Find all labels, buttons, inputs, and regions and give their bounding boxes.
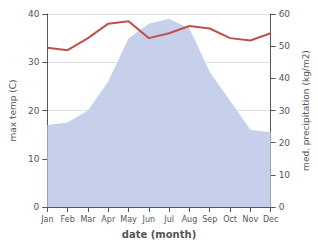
svg-text:20: 20: [279, 138, 291, 148]
svg-text:max temp (C): max temp (C): [8, 79, 18, 141]
svg-text:Feb: Feb: [61, 215, 75, 224]
svg-text:May: May: [120, 215, 137, 224]
svg-text:10: 10: [279, 170, 291, 180]
svg-text:10: 10: [28, 154, 40, 164]
svg-text:Apr: Apr: [101, 215, 116, 224]
svg-text:60: 60: [279, 9, 291, 19]
svg-text:30: 30: [28, 57, 40, 67]
svg-text:med. precipitation (kg/m2): med. precipitation (kg/m2): [301, 50, 311, 171]
svg-text:0: 0: [34, 202, 40, 212]
svg-text:Mar: Mar: [80, 215, 96, 224]
svg-text:Oct: Oct: [223, 215, 237, 224]
svg-text:Jan: Jan: [40, 215, 53, 224]
svg-text:Jul: Jul: [163, 215, 174, 224]
svg-text:40: 40: [279, 73, 291, 83]
svg-text:date (month): date (month): [122, 229, 196, 240]
svg-text:Nov: Nov: [243, 215, 259, 224]
svg-text:30: 30: [279, 106, 291, 116]
svg-text:Aug: Aug: [182, 215, 198, 224]
svg-text:40: 40: [28, 9, 40, 19]
svg-text:20: 20: [28, 106, 40, 116]
svg-text:50: 50: [279, 41, 291, 51]
svg-text:Sep: Sep: [202, 215, 217, 224]
svg-text:Jun: Jun: [142, 215, 156, 224]
svg-text:Dec: Dec: [263, 215, 278, 224]
svg-text:0: 0: [279, 202, 285, 212]
